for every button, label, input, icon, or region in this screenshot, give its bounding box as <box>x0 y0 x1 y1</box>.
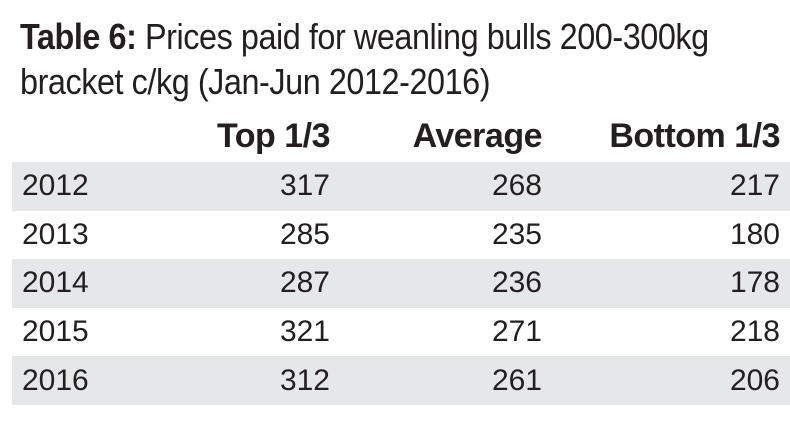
column-header-bottom-third: Bottom 1/3 <box>609 116 780 155</box>
year-cell: 2015 <box>22 315 89 349</box>
year-cell: 2012 <box>22 169 89 203</box>
year-cell: 2013 <box>22 217 89 251</box>
average-cell: 261 <box>491 363 542 397</box>
table-row: 2015 321 271 218 <box>12 307 790 357</box>
top-third-cell: 287 <box>279 266 330 300</box>
column-header-average: Average <box>412 116 543 155</box>
table-title-prefix: Table 6: <box>20 16 137 57</box>
table-row: 2012 317 268 217 <box>12 162 790 211</box>
column-header-top-third: Top 1/3 <box>217 116 331 155</box>
bottom-third-cell: 218 <box>729 315 780 349</box>
table-row: 2016 312 261 206 <box>12 356 790 405</box>
table-row: 2014 287 236 178 <box>12 259 790 308</box>
bottom-third-cell: 180 <box>729 217 780 251</box>
average-cell: 271 <box>491 315 542 349</box>
top-third-cell: 312 <box>279 363 330 397</box>
table-row: 2013 285 235 180 <box>12 210 790 260</box>
header-row: Top 1/3 Average Bottom 1/3 <box>12 110 790 162</box>
top-third-cell: 285 <box>279 217 330 251</box>
price-table: Top 1/3 Average Bottom 1/3 2012 317 268 … <box>12 110 790 405</box>
table-title-text: Prices paid for weanling bulls 200-300kg… <box>20 16 709 102</box>
average-cell: 236 <box>491 266 542 300</box>
top-third-cell: 317 <box>279 169 330 203</box>
average-cell: 268 <box>491 169 542 203</box>
column-header-year <box>12 110 162 162</box>
average-cell: 235 <box>491 217 542 251</box>
year-cell: 2016 <box>22 363 89 397</box>
bottom-third-cell: 178 <box>729 266 780 300</box>
year-cell: 2014 <box>22 266 89 300</box>
top-third-cell: 321 <box>279 315 330 349</box>
bottom-third-cell: 206 <box>729 363 780 397</box>
bottom-third-cell: 217 <box>729 169 780 203</box>
table-title: Table 6: Prices paid for weanling bulls … <box>20 14 780 104</box>
